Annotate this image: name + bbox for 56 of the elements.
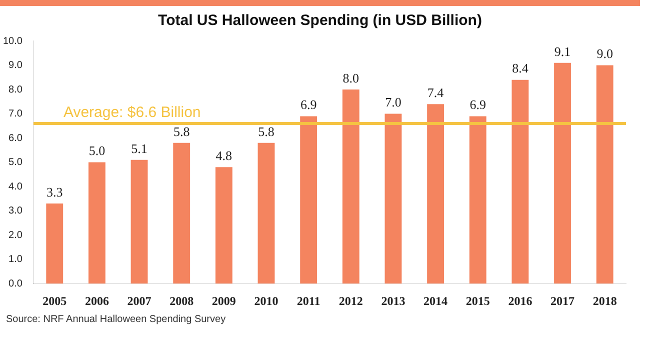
y-tick-label: 0.0 (8, 278, 23, 290)
x-tick-label: 2007 (127, 294, 152, 308)
source-note: Source: NRF Annual Halloween Spending Survey (6, 314, 226, 325)
bar (427, 104, 444, 284)
bar (469, 116, 486, 284)
data-label: 6.9 (470, 97, 486, 112)
bar (130, 160, 148, 284)
bar (384, 114, 402, 284)
bar (88, 162, 106, 284)
x-tick-label: 2017 (550, 294, 575, 308)
y-tick-label: 9.0 (8, 60, 23, 72)
bar (258, 142, 275, 284)
x-tick-label: 2015 (466, 294, 490, 308)
x-tick-label: 2018 (592, 294, 617, 308)
y-tick-label: 3.0 (8, 206, 23, 217)
data-label: 5.0 (88, 143, 106, 158)
y-tick-label: 4.0 (8, 181, 23, 192)
data-label: 5.8 (258, 124, 274, 139)
data-label: 9.1 (554, 44, 571, 59)
y-tick-label: 2.0 (8, 230, 23, 241)
data-label: 5.8 (173, 124, 190, 139)
data-label: 7.4 (427, 85, 444, 100)
x-tick-label: 2010 (254, 294, 278, 308)
y-tick-label: 8.0 (8, 84, 23, 96)
chart-title: Total US Halloween Spending (in USD Billion) (157, 12, 483, 29)
x-tick-label: 2008 (170, 294, 194, 308)
y-tick-label: 6.0 (8, 132, 23, 144)
data-label: 8.4 (512, 60, 529, 76)
bar (215, 167, 232, 284)
bar (173, 142, 190, 284)
data-label: 4.8 (216, 148, 232, 164)
x-tick-label: 2009 (212, 294, 236, 308)
x-tick-label: 2005 (42, 294, 67, 308)
bar (554, 62, 571, 284)
x-tick-label: 2016 (508, 294, 532, 308)
bar (342, 90, 360, 284)
data-label: 5.1 (131, 140, 148, 156)
y-tick-label: 5.0 (8, 157, 23, 168)
data-label: 9.0 (596, 46, 613, 62)
bar (512, 80, 529, 284)
bar (596, 65, 614, 284)
x-tick-label: 2012 (338, 294, 363, 308)
x-tick-label: 2011 (296, 294, 320, 308)
data-label: 3.3 (46, 184, 63, 200)
ref-line-label: Average: $6.6 Billion (63, 104, 201, 122)
data-label: 8.0 (342, 70, 360, 86)
bar (300, 116, 318, 284)
y-tick-label: 10.0 (2, 36, 23, 47)
data-label: 6.9 (300, 97, 317, 112)
y-tick-label: 1.0 (8, 254, 23, 266)
data-label: 7.0 (385, 94, 402, 110)
bar (46, 204, 64, 284)
x-tick-label: 2013 (381, 294, 406, 308)
y-tick-label: 7.0 (8, 108, 23, 120)
x-tick-label: 2014 (424, 294, 448, 308)
x-tick-label: 2006 (84, 294, 109, 308)
